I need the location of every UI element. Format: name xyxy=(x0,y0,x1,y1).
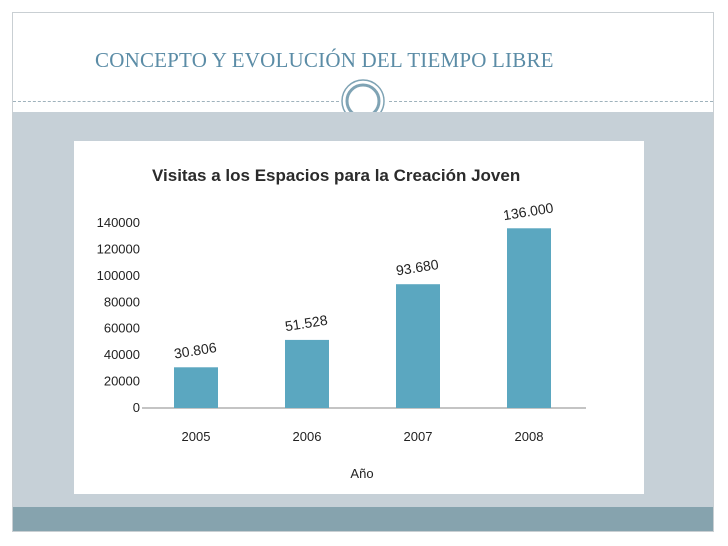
y-tick-label: 80000 xyxy=(104,294,140,309)
slide-title: CONCEPTO Y EVOLUCIÓN DEL TIEMPO LIBRE xyxy=(95,48,554,72)
x-tick-label: 2007 xyxy=(404,429,433,444)
x-tick-label: 2008 xyxy=(515,429,544,444)
y-tick-label: 40000 xyxy=(104,347,140,362)
bar-chart: Visitas a los Espacios para la Creación … xyxy=(97,166,586,481)
data-labels: 30.806 51.528 93.680 136.000 xyxy=(173,199,555,361)
data-label-2008: 136.000 xyxy=(502,199,555,223)
x-axis-label: Año xyxy=(350,466,373,481)
data-label-2005: 30.806 xyxy=(173,339,218,362)
title-divider-left xyxy=(13,101,339,102)
y-tick-label: 100000 xyxy=(97,268,140,283)
y-tick-label: 0 xyxy=(133,400,140,415)
y-axis-ticks: 0 20000 40000 60000 80000 100000 120000 140000 xyxy=(97,215,140,415)
y-tick-label: 140000 xyxy=(97,215,140,230)
footer-band xyxy=(13,507,713,531)
y-tick-label: 60000 xyxy=(104,321,140,336)
y-tick-label: 20000 xyxy=(104,374,140,389)
chart-title: Visitas a los Espacios para la Creación … xyxy=(152,166,520,185)
bar-2005 xyxy=(174,367,218,408)
x-tick-label: 2005 xyxy=(182,429,211,444)
data-label-2007: 93.680 xyxy=(395,256,440,279)
data-label-2006: 51.528 xyxy=(284,312,329,335)
x-tick-label: 2006 xyxy=(293,429,322,444)
bar-2008 xyxy=(507,228,551,408)
x-axis-ticks: 2005 2006 2007 2008 xyxy=(182,429,544,444)
title-divider-right xyxy=(389,101,713,102)
chart-panel: Visitas a los Espacios para la Creación … xyxy=(74,141,644,494)
bar-2006 xyxy=(285,339,329,408)
bars xyxy=(174,228,551,408)
bar-2007 xyxy=(396,284,440,408)
y-tick-label: 120000 xyxy=(97,241,140,256)
